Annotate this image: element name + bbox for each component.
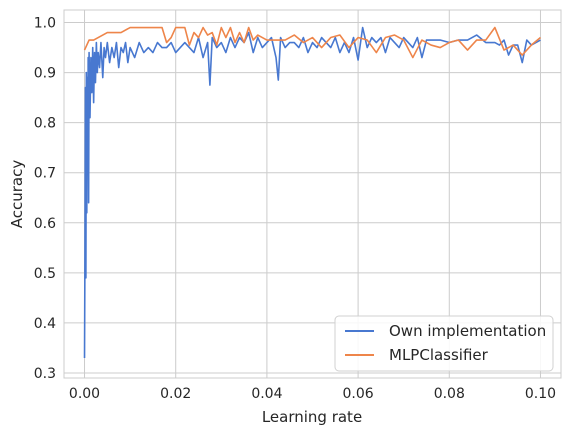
y-tick-labels: 0.3 0.4 0.5 0.6 0.7 0.8 0.9 1.0 [34, 16, 56, 382]
plot-frame [63, 9, 562, 379]
x-tick-label: 0.02 [160, 386, 191, 402]
y-axis-label: Accuracy [8, 160, 26, 229]
legend-label-mlpclassifier: MLPClassifier [389, 346, 489, 364]
x-tick-label: 0.08 [434, 386, 465, 402]
legend-label-own-implementation: Own implementation [389, 322, 546, 340]
y-tick-label: 0.3 [34, 366, 56, 382]
y-tick-label: 0.7 [34, 166, 56, 182]
x-axis-label: Learning rate [262, 408, 362, 426]
series-layer [83, 26, 541, 358]
y-tick-label: 0.5 [34, 266, 56, 282]
y-tick-label: 0.6 [34, 216, 56, 232]
mlpclassifier-line [83, 26, 541, 59]
y-tick-label: 0.9 [34, 66, 56, 82]
x-tick-label: 0.10 [525, 386, 556, 402]
y-tick-label: 1.0 [34, 16, 56, 32]
y-tick-label: 0.4 [34, 316, 56, 332]
legend-box [334, 315, 554, 372]
y-tick-label: 0.8 [34, 116, 56, 132]
x-tick-labels: 0.00 0.02 0.04 0.06 0.08 0.10 [69, 386, 556, 402]
x-tick-label: 0.04 [251, 386, 282, 402]
x-tick-label: 0.06 [343, 386, 374, 402]
legend: Own implementation MLPClassifier [334, 315, 554, 372]
own-implementation-line [83, 26, 541, 358]
x-tick-label: 0.00 [69, 386, 100, 402]
grid-lines [64, 10, 561, 378]
